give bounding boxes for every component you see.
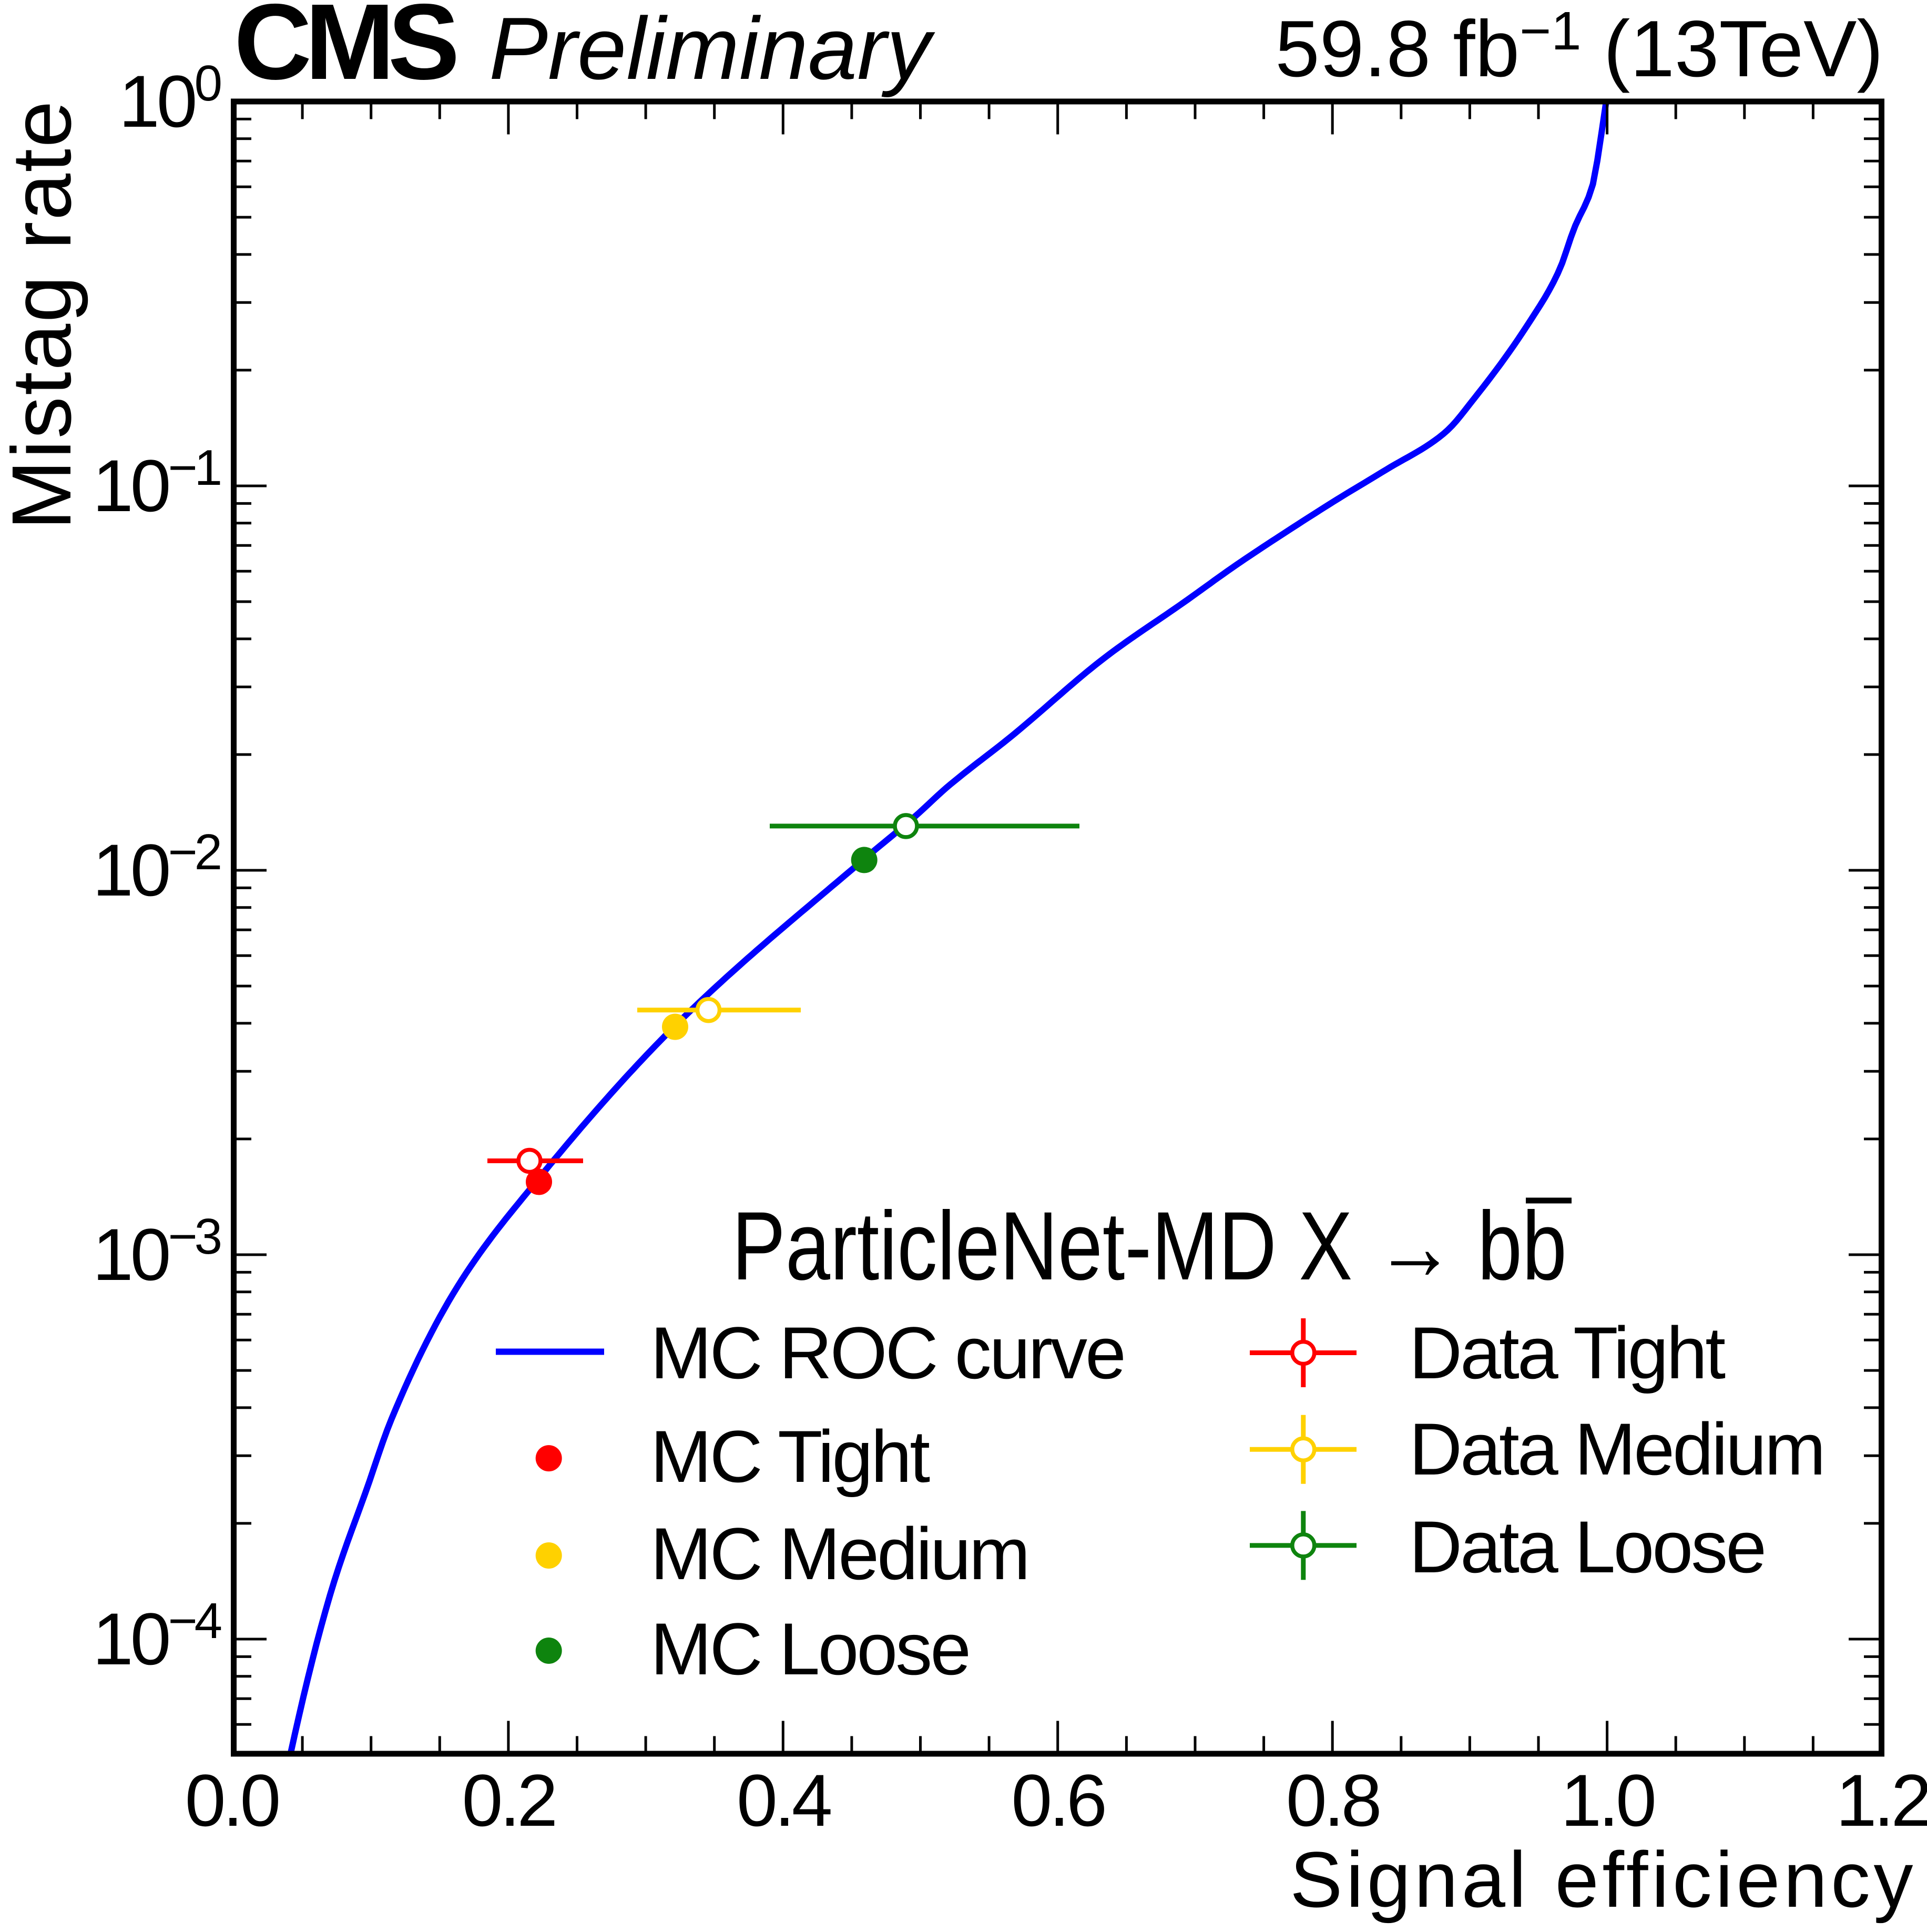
svg-text:Signal efficiency: Signal efficiency — [1290, 1835, 1916, 1924]
svg-text:MC Tight: MC Tight — [650, 1415, 930, 1498]
svg-text:0.2: 0.2 — [462, 1759, 555, 1842]
svg-text:59.8 fb−1 (13TeV): 59.8 fb−1 (13TeV) — [1275, 1, 1883, 94]
svg-text:0.6: 0.6 — [1011, 1759, 1104, 1842]
svg-text:Data Tight: Data Tight — [1409, 1311, 1725, 1394]
svg-text:MC Loose: MC Loose — [650, 1608, 969, 1690]
svg-text:Mistag rate: Mistag rate — [0, 99, 88, 530]
svg-text:1.2: 1.2 — [1836, 1759, 1927, 1842]
svg-text:ParticleNet-MD X → bb: ParticleNet-MD X → bb — [732, 1192, 1567, 1300]
svg-text:10−1: 10−1 — [93, 440, 220, 527]
svg-text:MC ROC curve: MC ROC curve — [650, 1311, 1124, 1394]
svg-text:Data Loose: Data Loose — [1409, 1506, 1765, 1588]
svg-text:0.8: 0.8 — [1286, 1759, 1379, 1842]
svg-text:1.0: 1.0 — [1561, 1759, 1654, 1842]
svg-text:Data Medium: Data Medium — [1409, 1408, 1824, 1490]
svg-text:CMS: CMS — [234, 0, 456, 102]
svg-text:0.4: 0.4 — [737, 1759, 831, 1842]
svg-text:0.0: 0.0 — [185, 1759, 279, 1842]
svg-text:Preliminary: Preliminary — [489, 0, 935, 98]
svg-text:MC Medium: MC Medium — [650, 1512, 1028, 1595]
